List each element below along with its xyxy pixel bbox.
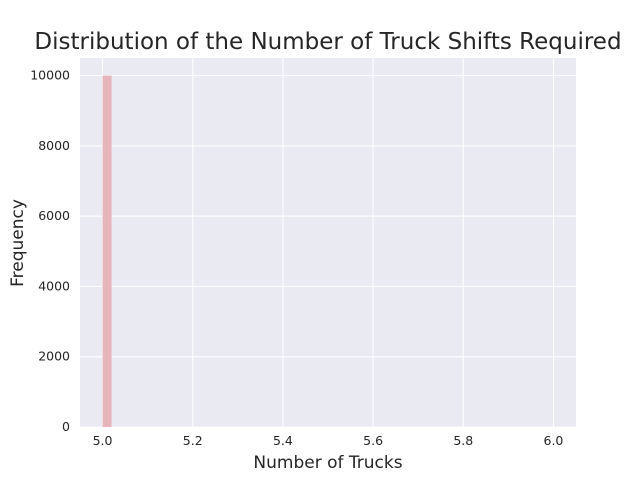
histogram-bar [102,75,112,428]
x-tick-label: 5.2 [183,433,203,448]
y-tick-label: 6000 [38,208,70,223]
chart-title: Distribution of the Number of Truck Shif… [34,29,621,55]
x-axis-label: Number of Trucks [253,453,402,473]
y-axis-label: Frequency [8,199,28,287]
x-tick-label: 5.0 [93,433,113,448]
grid-lines [80,58,576,428]
x-tick-label: 5.8 [453,433,473,448]
x-tick-label: 5.6 [363,433,383,448]
x-tick-label: 6.0 [544,433,564,448]
x-tick-labels: 5.0 5.2 5.4 5.6 5.8 6.0 [93,433,564,448]
y-tick-labels: 0 2000 4000 6000 8000 10000 [30,68,70,434]
y-tick-label: 0 [62,419,70,434]
y-tick-label: 2000 [38,349,70,364]
plot-area [80,58,576,427]
y-tick-label: 4000 [38,278,70,293]
y-tick-label: 10000 [30,68,70,83]
x-tick-label: 5.4 [273,433,293,448]
bars [102,75,112,428]
y-tick-label: 8000 [38,138,70,153]
